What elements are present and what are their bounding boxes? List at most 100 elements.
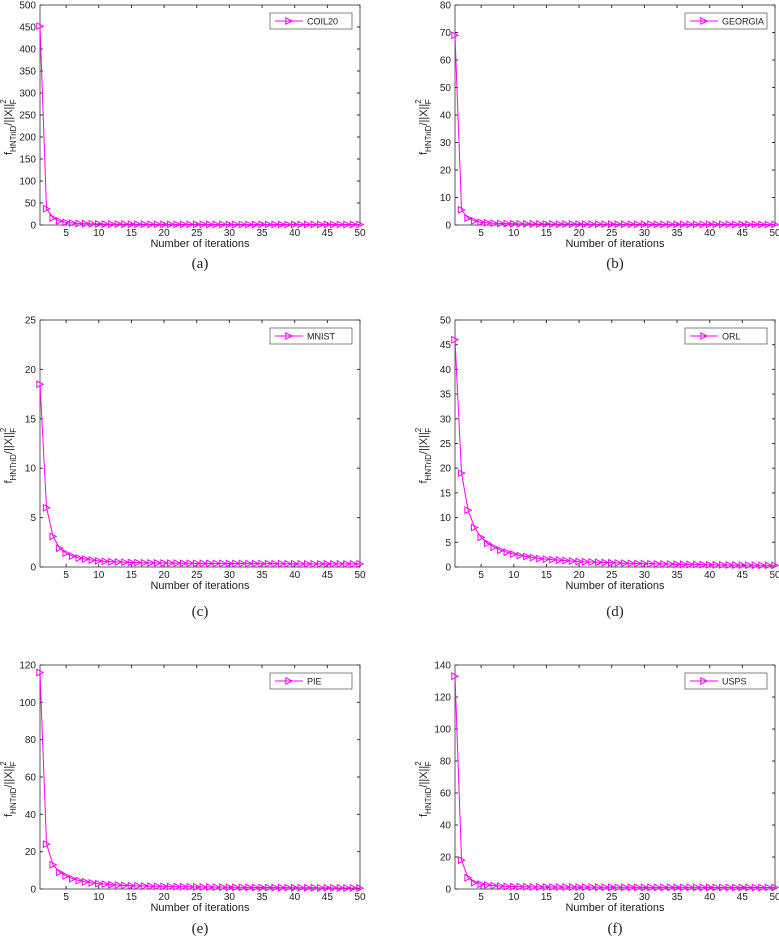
- data-marker: [153, 558, 162, 567]
- chart-panel: 0 10 20 30 40 50 60 70 80 5 10 15 20 25 30 35 40 45 50 Numb…: [414, 1, 779, 272]
- data-marker: [42, 503, 51, 512]
- y-tick-label: 45: [440, 340, 452, 351]
- data-marker: [290, 559, 300, 568]
- data-marker: [647, 220, 656, 229]
- data-marker: [549, 882, 558, 891]
- data-marker: [277, 220, 286, 229]
- data-marker: [732, 883, 741, 892]
- data-marker: [470, 216, 479, 225]
- data-marker: [127, 558, 136, 567]
- data-marker: [510, 882, 519, 891]
- data-marker: [483, 218, 492, 227]
- data-marker: [608, 558, 617, 567]
- chart-panel: 0 5 10 15 20 25 5 10 15 20 25 30 35 40 45 50 Number of i…: [0, 316, 366, 621]
- y-label-part: /||X||: [3, 104, 15, 126]
- x-tick-label: 10: [508, 892, 520, 903]
- data-marker: [114, 881, 123, 890]
- data-marker: [95, 556, 104, 565]
- data-marker: [193, 220, 202, 229]
- data-marker: [627, 559, 636, 568]
- data-marker: [264, 220, 273, 229]
- data-marker: [212, 559, 221, 568]
- data-marker: [140, 220, 149, 229]
- y-label-part: /||X||: [3, 432, 15, 454]
- data-marker: [147, 558, 156, 567]
- x-axis-label: Number of iterations: [565, 902, 665, 914]
- data-marker: [55, 217, 64, 226]
- x-tick-label: 10: [93, 570, 105, 581]
- y-label-part: f: [3, 813, 15, 817]
- y-label-part: HNTriD: [9, 787, 18, 814]
- y-tick-label: 0: [445, 885, 451, 896]
- legend-label: GEORGIA: [722, 17, 764, 27]
- series-line: [454, 676, 776, 889]
- data-marker: [666, 220, 675, 229]
- data-marker: [225, 559, 234, 568]
- data-marker: [764, 561, 773, 570]
- data-marker: [457, 469, 466, 478]
- data-marker: [464, 506, 473, 515]
- data-marker: [134, 220, 143, 229]
- data-marker: [310, 883, 319, 892]
- data-marker: [490, 543, 499, 552]
- data-marker: [349, 220, 358, 229]
- data-marker: [647, 883, 656, 892]
- data-marker: [238, 559, 247, 568]
- data-marker: [310, 559, 319, 568]
- y-label-part: f: [418, 480, 430, 484]
- data-marker: [134, 558, 143, 567]
- data-marker: [686, 220, 695, 229]
- x-axis-label: Number of iterations: [150, 580, 250, 592]
- data-marker: [290, 883, 300, 892]
- y-tick-label: 40: [25, 810, 37, 821]
- data-marker: [627, 220, 636, 229]
- data-marker: [555, 556, 564, 565]
- x-tick-label: 15: [126, 892, 138, 903]
- data-marker: [68, 874, 77, 883]
- data-marker: [634, 883, 643, 892]
- x-tick-label: 50: [354, 228, 366, 239]
- data-marker: [75, 876, 84, 885]
- y-tick-label: 5: [445, 538, 451, 549]
- y-tick-label: 80: [440, 757, 452, 768]
- y-tick-label: 200: [19, 133, 36, 144]
- legend-box: [269, 12, 353, 30]
- x-tick-label: 40: [704, 570, 716, 581]
- data-marker: [751, 561, 760, 570]
- data-marker: [516, 219, 525, 228]
- x-tick-label: 20: [159, 570, 171, 581]
- data-marker: [271, 220, 280, 229]
- data-marker: [206, 220, 215, 229]
- y-label-part: HNTriD: [9, 454, 18, 481]
- y-tick-label: 20: [440, 166, 452, 177]
- data-marker: [330, 220, 339, 229]
- x-tick-label: 35: [671, 892, 683, 903]
- x-axis-label: Number of iterations: [565, 238, 665, 250]
- x-tick-label: 5: [63, 228, 69, 239]
- data-marker: [290, 220, 300, 229]
- x-tick-label: 45: [737, 570, 749, 581]
- data-marker: [166, 882, 175, 891]
- data-marker: [536, 554, 545, 563]
- legend-box: [684, 672, 768, 690]
- data-marker: [621, 220, 630, 229]
- data-marker: [575, 883, 584, 892]
- data-marker: [653, 883, 662, 892]
- data-marker: [529, 882, 538, 891]
- series-line: [454, 339, 776, 566]
- y-label-part: /||X||: [3, 766, 15, 788]
- data-marker: [503, 219, 512, 228]
- data-marker: [510, 550, 519, 559]
- y-label-part: 2: [0, 99, 8, 104]
- data-marker: [317, 559, 326, 568]
- y-tick-label: 40: [440, 821, 452, 832]
- panel-caption: (a): [192, 256, 209, 272]
- data-marker: [719, 220, 728, 229]
- data-marker: [699, 220, 708, 229]
- data-marker: [621, 883, 630, 892]
- data-marker: [738, 561, 747, 570]
- y-label-part: HNTriD: [424, 125, 433, 152]
- data-marker: [95, 879, 104, 888]
